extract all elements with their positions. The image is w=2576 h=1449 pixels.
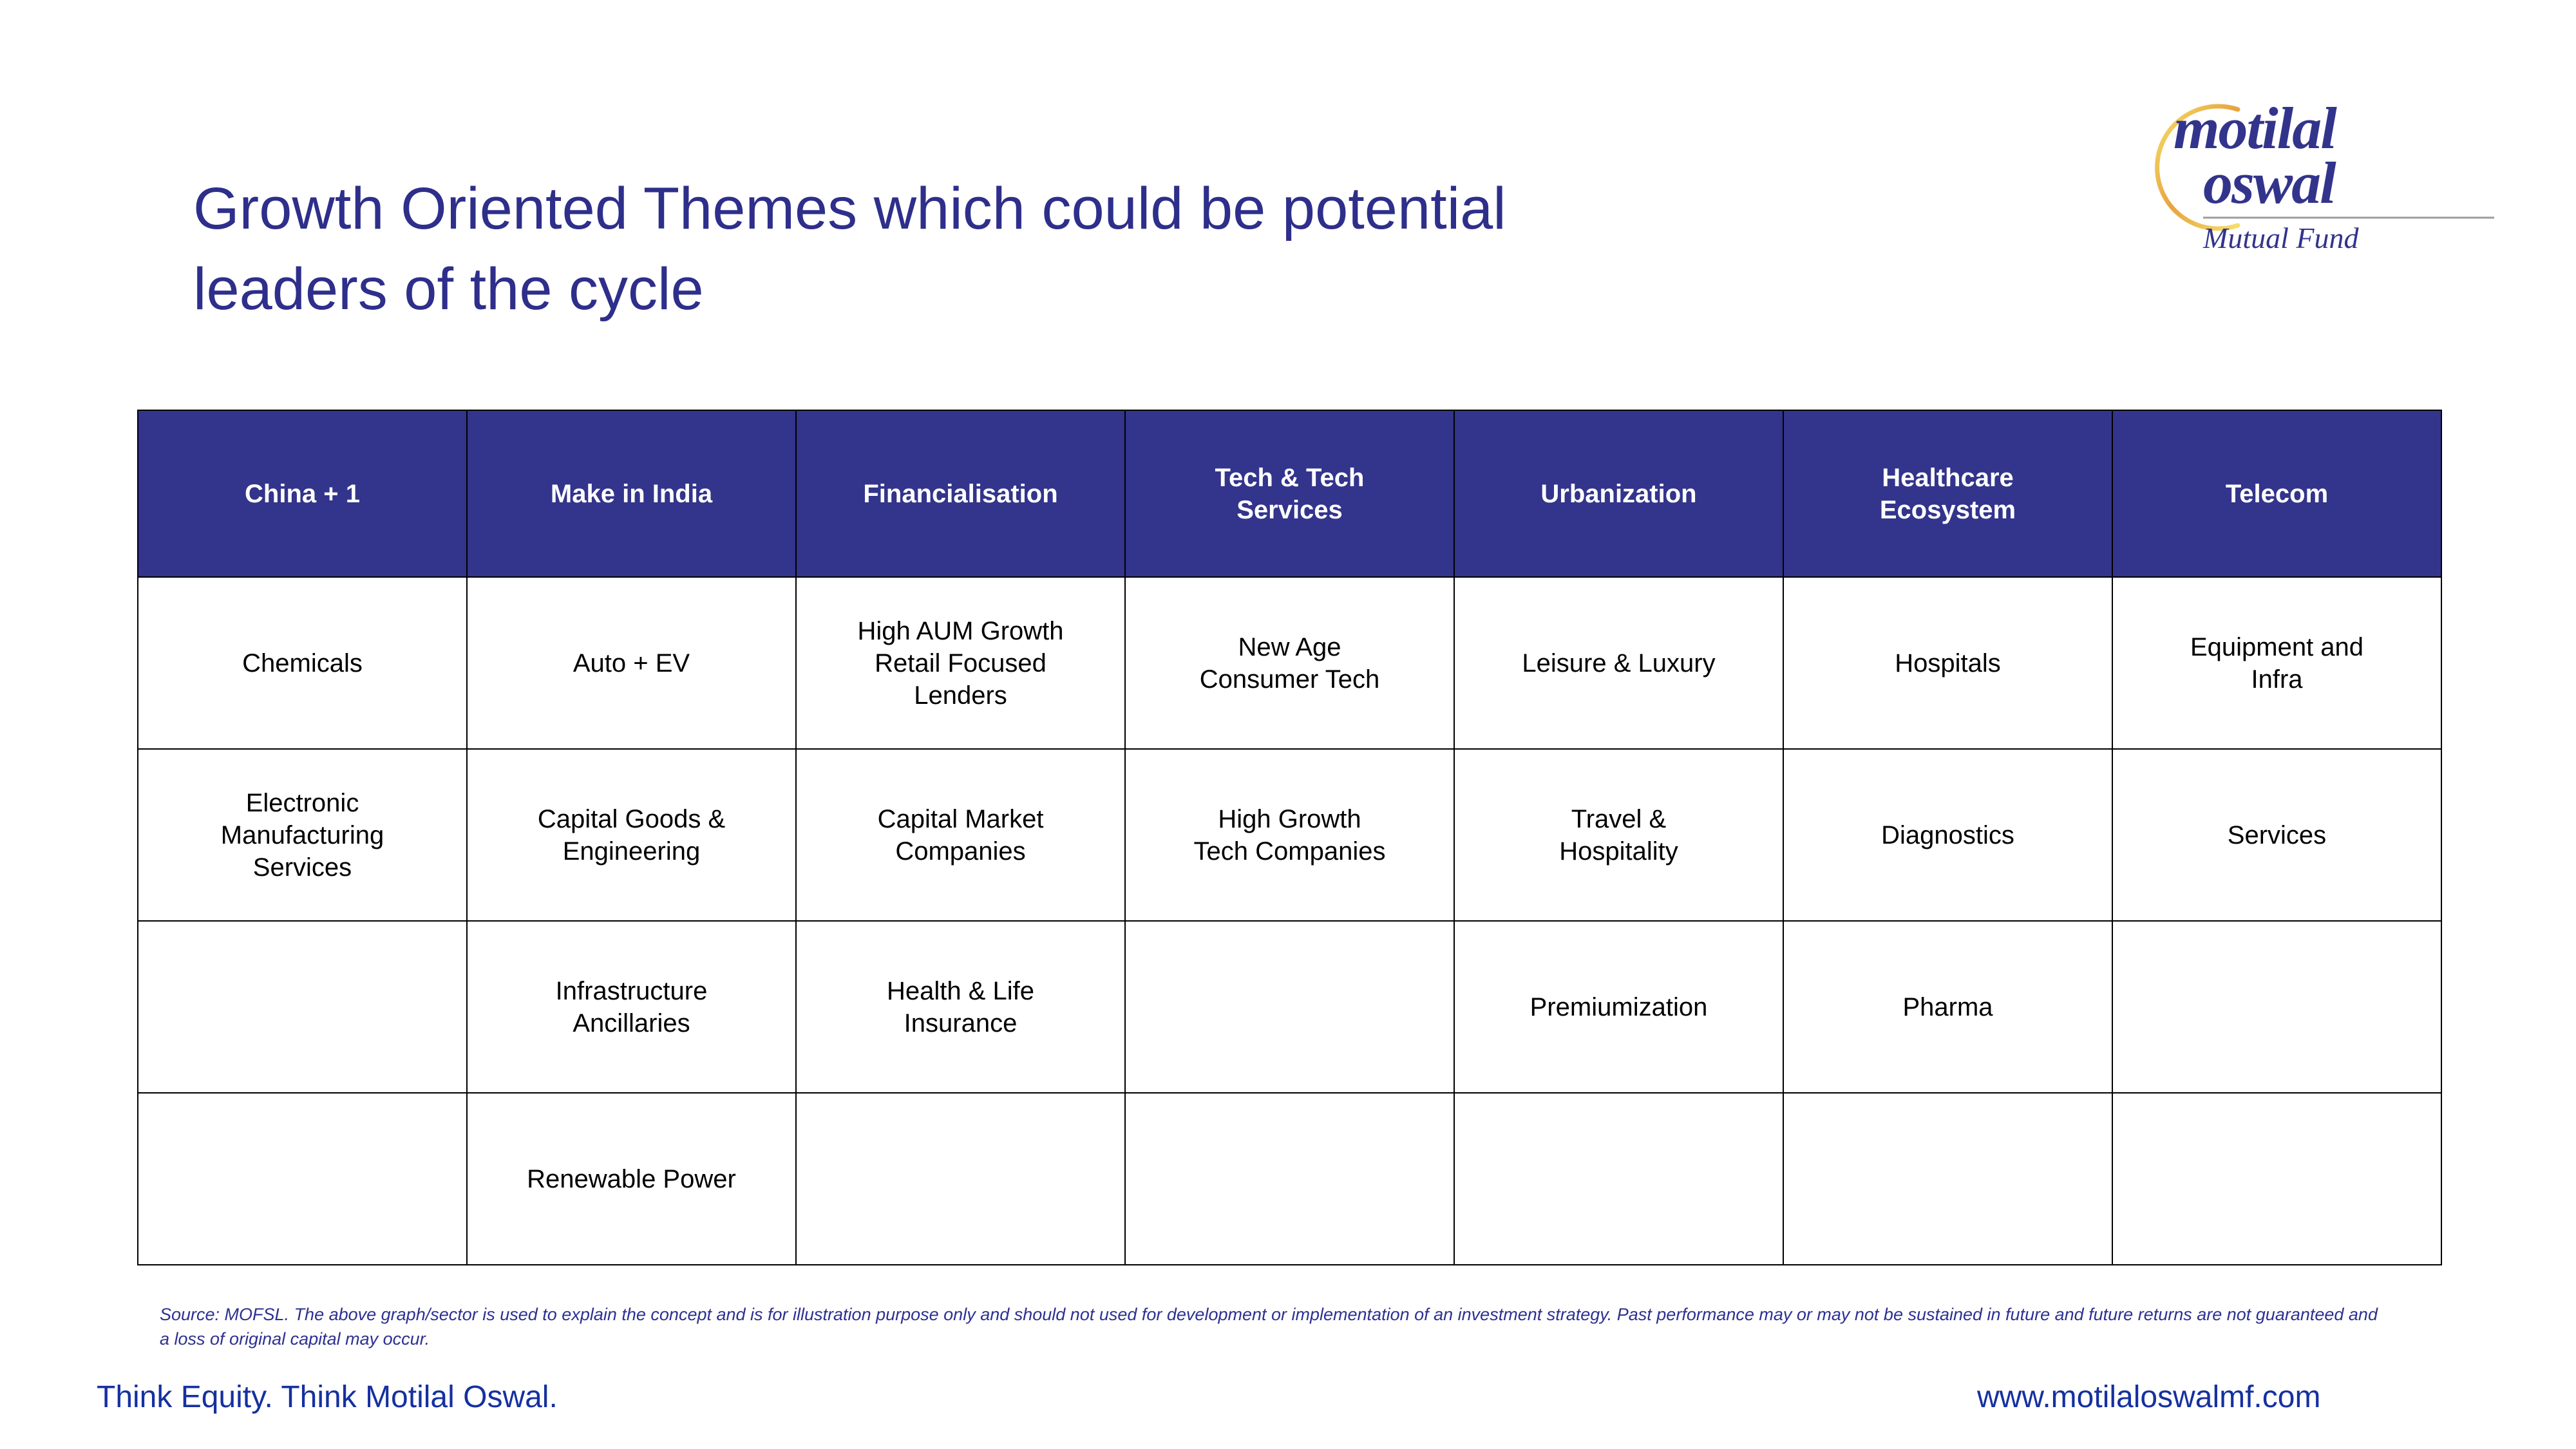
svg-text:Mutual Fund: Mutual Fund bbox=[2202, 222, 2359, 254]
svg-text:oswal: oswal bbox=[2203, 150, 2336, 216]
